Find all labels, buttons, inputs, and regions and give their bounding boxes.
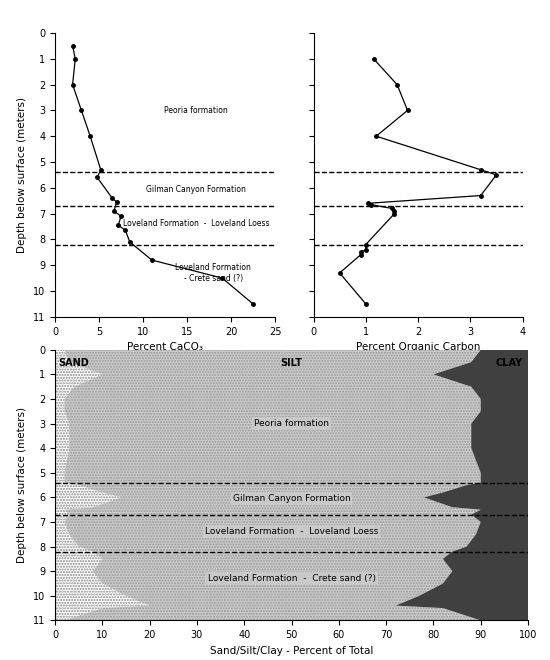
Text: Loveland Formation  -  Crete sand (?): Loveland Formation - Crete sand (?) xyxy=(207,574,376,583)
X-axis label: Sand/Silt/Clay - Percent of Total: Sand/Silt/Clay - Percent of Total xyxy=(210,645,373,655)
Text: Loveland Formation  -  Loveland Loess: Loveland Formation - Loveland Loess xyxy=(123,219,269,228)
Text: Peoria formation: Peoria formation xyxy=(254,419,329,428)
Text: SILT: SILT xyxy=(280,358,302,368)
Y-axis label: Depth below surface (meters): Depth below surface (meters) xyxy=(18,97,28,253)
Text: SAND: SAND xyxy=(58,358,89,368)
Text: CLAY: CLAY xyxy=(496,358,522,368)
Y-axis label: Depth below surface (meters): Depth below surface (meters) xyxy=(18,407,28,563)
Text: Gilman Canyon Formation: Gilman Canyon Formation xyxy=(233,494,350,503)
X-axis label: Percent CaCO₃: Percent CaCO₃ xyxy=(127,342,203,352)
X-axis label: Percent Organic Carbon: Percent Organic Carbon xyxy=(356,342,480,352)
Text: Gilman Canyon Formation: Gilman Canyon Formation xyxy=(146,185,246,193)
Text: Peoria formation: Peoria formation xyxy=(164,106,228,115)
Text: Loveland Formation  -  Loveland Loess: Loveland Formation - Loveland Loess xyxy=(205,527,378,537)
Text: Loveland Formation
- Crete sand (?): Loveland Formation - Crete sand (?) xyxy=(175,263,251,282)
